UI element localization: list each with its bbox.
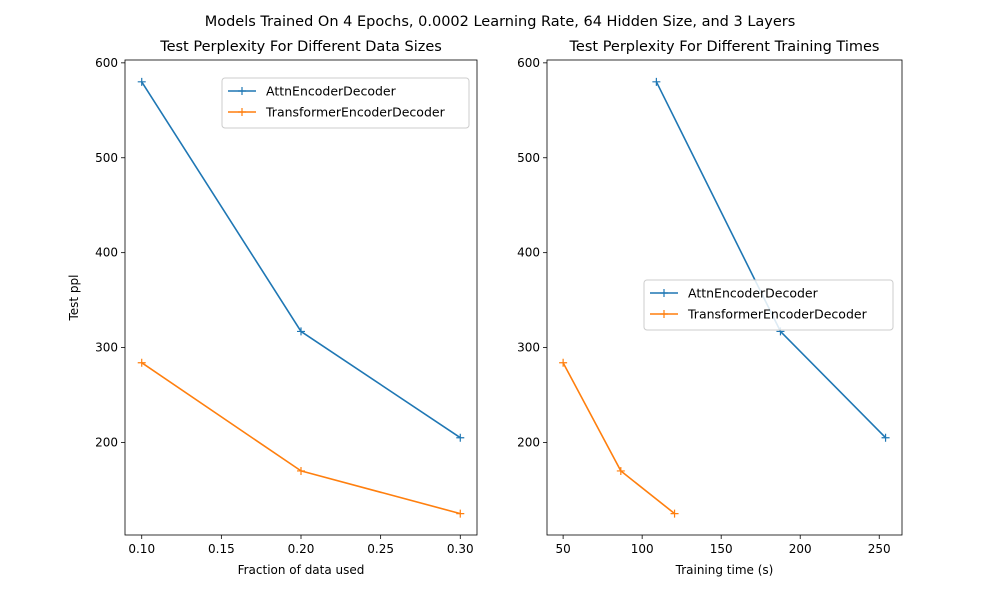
chart-title: Test Perplexity For Different Data Sizes [159,39,442,55]
y-tick-label: 600 [517,56,540,70]
legend-label: AttnEncoderDecoder [266,84,397,99]
x-tick-label: 100 [631,542,654,556]
legend-marker [660,310,668,318]
y-tick-label: 600 [95,56,118,70]
data-point [297,327,305,336]
y-tick-label: 400 [517,246,540,260]
plot-frame [546,59,903,536]
legend-box [643,279,894,331]
data-point [456,433,465,442]
x-tick-label: 200 [789,542,812,556]
y-axis-label: Test ppl [67,274,81,321]
data-point [137,358,146,367]
x-tick-label: 50 [555,542,570,556]
data-point [137,77,146,86]
data-point [881,433,890,442]
legend-label: TransformerEncoderDecoder [687,307,868,322]
data-point [456,509,465,518]
legend: AttnEncoderDecoder TransformerEncoderDeco… [643,279,894,331]
legend-label: AttnEncoderDecoder [688,286,819,301]
subplot-1: Test Perplexity For Different Data Sizes… [67,39,478,577]
x-tick-label: 0.10 [128,542,155,556]
legend-marker [238,108,246,116]
legend: AttnEncoderDecoder TransformerEncoderDeco… [221,77,470,129]
legend-box [221,77,470,129]
y-tick-label: 200 [95,435,118,449]
data-point [297,466,305,475]
x-tick-label: 250 [868,542,891,556]
data-point [652,77,661,86]
x-tick-label: 150 [710,542,733,556]
y-tick-label: 300 [517,341,540,355]
suptitle: Models Trained On 4 Epochs, 0.0002 Learn… [205,14,796,30]
legend-marker [660,289,668,297]
plot-frame [124,59,478,536]
data-point [559,358,568,367]
legend-marker [238,87,246,95]
x-axis-label: Training time (s) [675,563,774,577]
y-tick-label: 500 [517,151,540,165]
y-tick-label: 500 [95,151,118,165]
x-tick-label: 0.25 [367,542,394,556]
subplot-2: Test Perplexity For Different Training T… [517,39,903,577]
y-tick-label: 300 [95,341,118,355]
chart-title: Test Perplexity For Different Training T… [569,39,880,55]
x-tick-label: 0.30 [447,542,474,556]
y-tick-label: 400 [95,246,118,260]
data-point [670,509,679,518]
data-point [616,466,625,475]
x-tick-label: 0.20 [288,542,315,556]
x-axis-label: Fraction of data used [238,563,365,577]
x-tick-label: 0.15 [208,542,235,556]
y-tick-label: 200 [517,435,540,449]
series-line [141,362,461,515]
legend-label: TransformerEncoderDecoder [265,105,446,120]
series-line [655,81,887,439]
series-line [141,81,461,439]
series-line [562,362,676,515]
